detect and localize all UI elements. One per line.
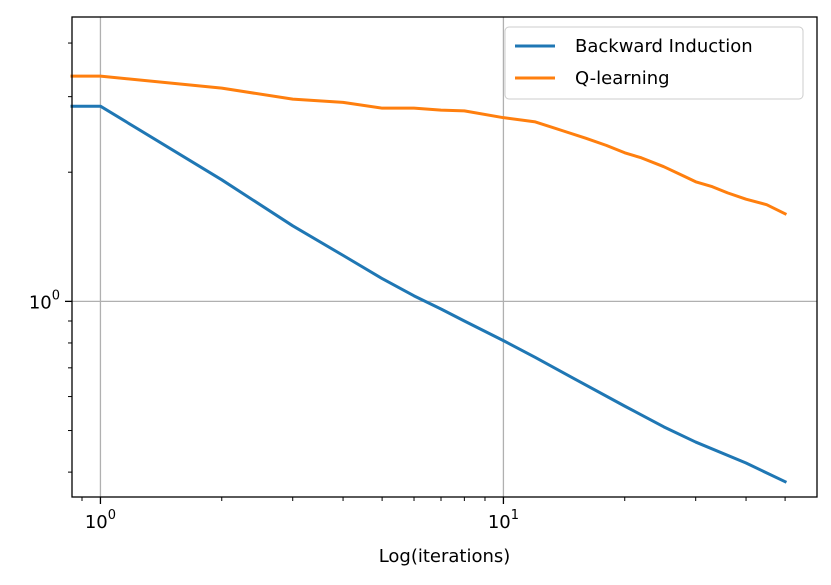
x-axis-label: Log(iterations) bbox=[379, 546, 511, 567]
x-tick-label: 100 bbox=[85, 508, 116, 533]
grid-lines bbox=[72, 17, 817, 497]
legend-entry: Q-learning bbox=[515, 68, 670, 89]
tick-labels: 100 101 100 bbox=[29, 288, 519, 533]
legend-label: Backward Induction bbox=[575, 36, 753, 57]
y-tick-label: 100 bbox=[29, 288, 60, 313]
series-line-q-learning bbox=[70, 74, 788, 216]
x-tick-label: 101 bbox=[488, 508, 519, 533]
series-line-backward-induction bbox=[70, 104, 788, 484]
minor-ticks bbox=[68, 42, 786, 501]
legend-entry: Backward Induction bbox=[515, 36, 753, 57]
plot-frame bbox=[71, 16, 818, 498]
major-ticks bbox=[65, 300, 505, 504]
legend: Backward Induction Q-learning bbox=[504, 26, 804, 100]
series-lines bbox=[70, 74, 788, 484]
legend-label: Q-learning bbox=[575, 68, 670, 89]
legend-box bbox=[504, 26, 804, 100]
